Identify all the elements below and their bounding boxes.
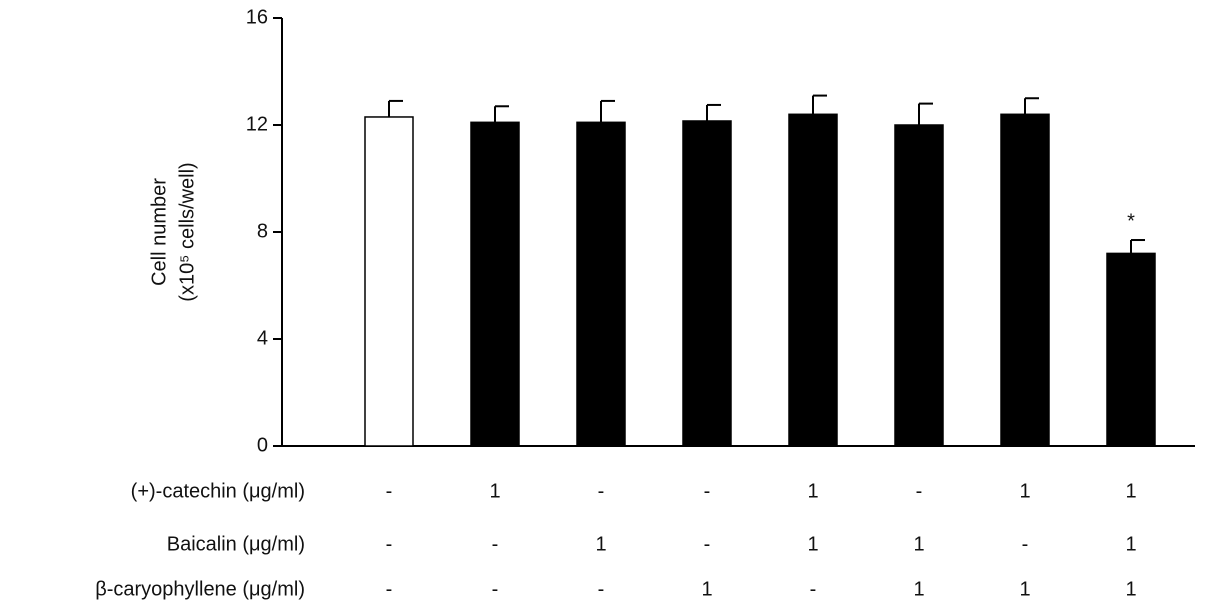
- bar: [788, 113, 838, 447]
- treatment-value: -: [598, 480, 605, 502]
- treatment-label: (+)-catechin (μg/ml): [131, 480, 305, 502]
- treatment-value: -: [386, 533, 393, 555]
- treatment-value: 1: [1125, 578, 1136, 600]
- treatment-value: 1: [595, 533, 606, 555]
- bar: [682, 120, 732, 447]
- treatment-value: -: [704, 480, 711, 502]
- treatment-value: -: [492, 578, 499, 600]
- significance-mark: *: [1127, 210, 1135, 232]
- treatment-value: 1: [807, 480, 818, 502]
- bar: [364, 116, 414, 447]
- treatment-label: Baicalin (μg/ml): [167, 533, 305, 555]
- treatment-label: β-caryophyllene (μg/ml): [95, 578, 305, 600]
- y-tick-label: 12: [246, 113, 268, 135]
- bar: [470, 121, 520, 447]
- treatment-value: -: [598, 578, 605, 600]
- bar: [1106, 252, 1156, 447]
- treatment-value: 1: [913, 533, 924, 555]
- treatment-value: -: [704, 533, 711, 555]
- treatment-value: 1: [1019, 480, 1030, 502]
- treatment-value: 1: [913, 578, 924, 600]
- y-tick-label: 4: [257, 327, 268, 349]
- y-axis-title: Cell number (x10⁵ cells/well): [148, 162, 198, 301]
- treatment-value: -: [386, 578, 393, 600]
- y-axis-title-line: Cell number: [148, 178, 170, 286]
- treatment-value: 1: [807, 533, 818, 555]
- treatment-value: 1: [1125, 533, 1136, 555]
- bar: [1000, 113, 1050, 447]
- treatment-value: 1: [1019, 578, 1030, 600]
- treatment-value: 1: [701, 578, 712, 600]
- y-axis-title-line: (x10⁵ cells/well): [176, 162, 198, 301]
- bar: [576, 121, 626, 447]
- treatment-value: -: [492, 533, 499, 555]
- treatment-value: -: [386, 480, 393, 502]
- treatment-value: -: [916, 480, 923, 502]
- treatment-value: 1: [489, 480, 500, 502]
- y-tick-label: 16: [246, 6, 268, 28]
- bar: [894, 124, 944, 447]
- treatment-value: -: [810, 578, 817, 600]
- y-tick-label: 8: [257, 220, 268, 242]
- treatment-value: -: [1022, 533, 1029, 555]
- y-tick-label: 0: [257, 434, 268, 456]
- treatment-value: 1: [1125, 480, 1136, 502]
